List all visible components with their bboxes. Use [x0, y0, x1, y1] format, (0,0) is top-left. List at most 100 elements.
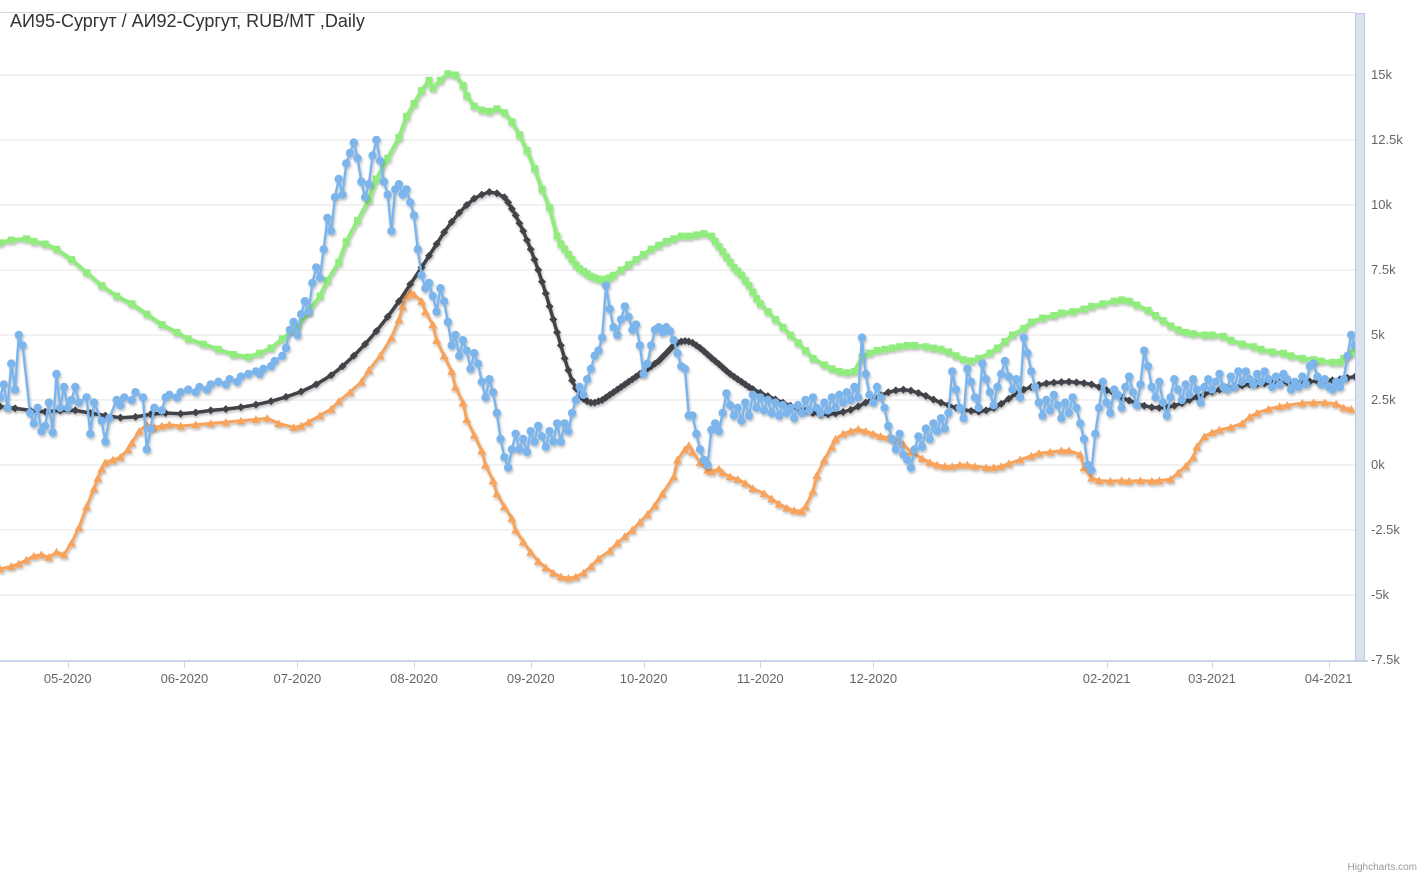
black-diamond-series-marker: [1064, 377, 1073, 386]
black-diamond-series-marker: [0, 402, 4, 411]
blue-daily-series-marker: [541, 442, 550, 451]
orange-triangle-series-marker: [51, 547, 61, 556]
orange-triangle-series-marker: [1105, 476, 1115, 485]
black-diamond-series-marker: [1125, 396, 1134, 405]
x-tick-label: 04-2021: [1304, 671, 1353, 686]
blue-daily-series-marker: [473, 359, 483, 368]
orange-triangle-series-marker: [191, 420, 201, 429]
blue-daily-series-marker: [744, 411, 754, 420]
green-step-series-marker: [1287, 352, 1295, 360]
blue-daily-series-marker: [549, 437, 558, 446]
green-step-series-marker: [730, 263, 738, 271]
green-step-series-marker: [1167, 322, 1175, 330]
blue-daily-series-marker: [1192, 385, 1202, 394]
blue-daily-series-marker: [496, 434, 505, 444]
x-tick: [184, 662, 186, 668]
blue-daily-series-marker: [485, 375, 494, 384]
blue-daily-series-marker: [368, 151, 377, 160]
blue-daily-series-marker: [921, 424, 931, 433]
highcharts-credits-link[interactable]: Highcharts.com: [1347, 862, 1417, 873]
orange-triangle-series-marker: [635, 518, 645, 526]
green-step-series-marker: [354, 217, 362, 225]
blue-daily-series-marker: [526, 427, 535, 436]
orange-triangle-series-marker: [29, 551, 39, 560]
orange-triangle-series-marker: [759, 489, 769, 498]
orange-triangle-series-marker: [274, 419, 284, 427]
green-step-series: [0, 70, 1356, 377]
blue-daily-series-marker: [1207, 385, 1217, 394]
blue-daily-series-marker: [1170, 375, 1179, 384]
blue-daily-series-marker: [970, 393, 980, 402]
orange-triangle-series-marker: [450, 382, 460, 391]
blue-daily-series-marker: [1234, 367, 1243, 376]
blue-daily-series-marker: [165, 390, 174, 399]
green-step-series-marker: [184, 335, 192, 343]
x-tick: [414, 662, 416, 668]
black-diamond-series-marker: [349, 351, 358, 360]
blue-daily-series-marker: [763, 395, 773, 405]
blue-daily-series-marker: [1173, 385, 1183, 394]
blue-daily-series-marker: [315, 273, 325, 282]
orange-triangle-series-marker: [714, 464, 724, 473]
green-step-series-marker: [30, 237, 38, 245]
blue-daily-series-marker: [454, 351, 464, 360]
blue-daily-series-marker: [1087, 466, 1096, 475]
orange-triangle-series-marker: [97, 464, 107, 473]
blue-daily-series-marker: [439, 297, 449, 306]
green-step-series-marker: [786, 331, 794, 339]
blue-daily-series-marker: [820, 398, 829, 407]
blue-daily-series-marker: [1128, 388, 1138, 397]
blue-daily-series-marker: [436, 284, 445, 293]
blue-daily-series-marker: [989, 401, 998, 410]
orange-triangle-series-marker: [669, 472, 679, 481]
blue-daily-series-marker: [7, 359, 16, 368]
green-step-series-marker: [1279, 349, 1287, 357]
blue-daily-series-marker: [308, 278, 317, 288]
blue-daily-series-marker: [293, 330, 302, 340]
orange-triangle-series-marker: [925, 458, 935, 466]
green-step-series-marker: [267, 344, 275, 352]
blue-daily-series-marker: [183, 385, 193, 394]
blue-daily-series-marker: [846, 395, 855, 405]
green-step-series-marker: [820, 361, 828, 369]
orange-triangle-series-marker: [511, 525, 521, 534]
green-step-series-marker: [342, 237, 350, 245]
blue-daily-series-marker: [1117, 403, 1126, 412]
orange-triangle-series-marker: [296, 421, 306, 430]
blue-daily-series-marker: [1132, 401, 1141, 410]
black-diamond-series-marker: [1004, 394, 1013, 403]
black-diamond-series-marker: [500, 193, 509, 202]
blue-daily-series-marker: [722, 389, 731, 398]
blue-daily-series-marker: [1027, 367, 1036, 376]
blue-daily-series-marker: [1313, 372, 1322, 381]
orange-triangle-series-marker: [364, 365, 374, 374]
green-step-series-marker: [1050, 312, 1058, 319]
orange-triangle-series-marker: [808, 486, 818, 495]
green-step-series-marker: [463, 92, 471, 100]
blue-daily-series-marker: [680, 364, 690, 373]
green-step-series-marker: [1328, 358, 1336, 366]
y-scrollbar[interactable]: [1355, 13, 1365, 661]
orange-triangle-series-marker: [1135, 476, 1145, 485]
green-step-series-marker: [1182, 328, 1190, 336]
blue-daily-series-marker: [383, 190, 392, 199]
blue-daily-series-marker: [1177, 395, 1187, 405]
x-tick: [530, 662, 532, 668]
blue-daily-series-marker: [86, 429, 95, 438]
green-step-series-marker: [493, 105, 501, 113]
blue-daily-series-marker: [104, 414, 114, 423]
blue-daily-series-marker: [564, 427, 573, 436]
orange-triangle-series-marker: [526, 547, 536, 556]
blue-daily-series-marker: [1136, 380, 1145, 389]
blue-daily-series-marker: [789, 414, 799, 423]
orange-triangle-series-marker: [642, 510, 652, 518]
blue-daily-series-marker: [146, 424, 155, 433]
blue-daily-series-marker: [914, 432, 923, 441]
y-tick-label: -5k: [1371, 587, 1390, 602]
green-step-series-marker: [945, 348, 952, 356]
orange-triangle-series-marker: [93, 473, 103, 482]
blue-daily-series-marker: [759, 406, 769, 415]
blue-daily-series-marker: [1143, 362, 1153, 371]
orange-triangle-series-marker: [1004, 459, 1014, 468]
green-step-series-marker: [1208, 331, 1216, 339]
